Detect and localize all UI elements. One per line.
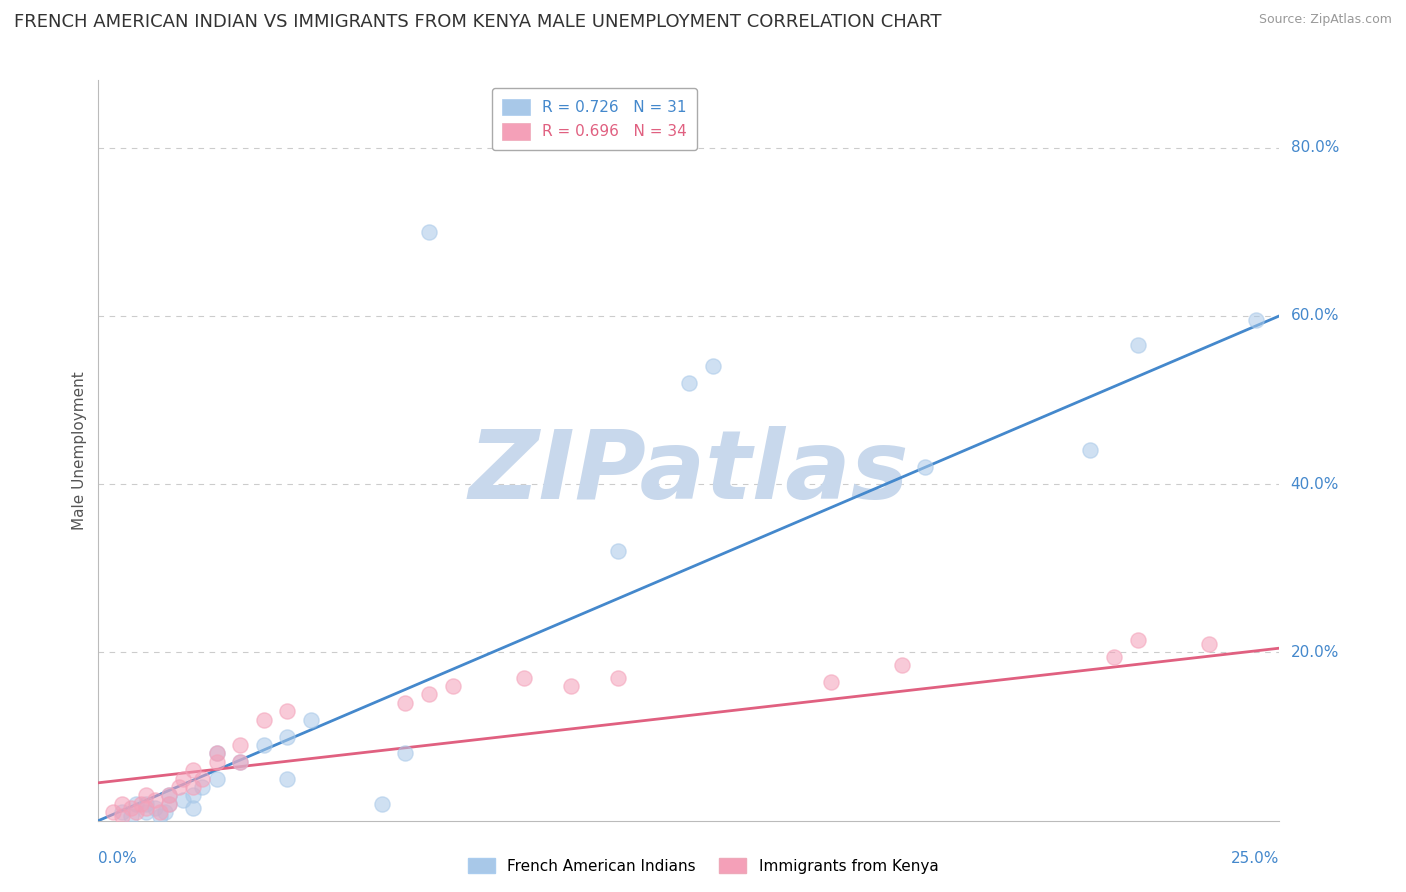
Point [229, 755, 252, 769]
Point [253, 738, 276, 752]
Point [299, 713, 322, 727]
Text: 20.0%: 20.0% [1291, 645, 1339, 660]
Point [607, 671, 630, 685]
Point [191, 780, 214, 794]
Point [143, 792, 166, 806]
Y-axis label: Male Unemployment: Male Unemployment [72, 371, 87, 530]
Point [702, 359, 724, 374]
Point [129, 797, 152, 811]
Point [560, 679, 582, 693]
Point [157, 797, 180, 811]
Point [678, 376, 700, 391]
Text: ZIPatlas: ZIPatlas [468, 426, 910, 519]
Point [820, 674, 842, 689]
Point [1102, 649, 1125, 664]
Point [135, 801, 157, 815]
Point [191, 772, 214, 786]
Point [1080, 443, 1102, 458]
Point [371, 797, 394, 811]
Point [111, 805, 134, 820]
Point [121, 809, 143, 823]
Text: 60.0%: 60.0% [1291, 309, 1339, 323]
Point [153, 805, 176, 820]
Point [418, 225, 440, 239]
Point [229, 738, 252, 752]
Point [135, 805, 157, 820]
Point [181, 780, 204, 794]
Point [125, 805, 148, 820]
Point [512, 671, 534, 685]
Point [1126, 338, 1149, 352]
Point [394, 747, 416, 761]
Point [1244, 313, 1267, 327]
Point [418, 688, 440, 702]
Point [149, 809, 172, 823]
Point [276, 730, 298, 744]
Point [135, 789, 157, 803]
Legend: French American Indians, Immigrants from Kenya: French American Indians, Immigrants from… [461, 852, 945, 880]
Point [143, 801, 166, 815]
Point [172, 772, 194, 786]
Point [914, 460, 936, 475]
Point [276, 772, 298, 786]
Point [205, 755, 228, 769]
Point [441, 679, 464, 693]
Text: 25.0%: 25.0% [1232, 851, 1279, 866]
Point [394, 696, 416, 710]
Point [167, 780, 190, 794]
Point [111, 797, 134, 811]
Point [101, 805, 124, 820]
Point [253, 713, 276, 727]
Text: 40.0%: 40.0% [1291, 476, 1339, 491]
Point [276, 704, 298, 718]
Point [181, 763, 204, 777]
Point [205, 772, 228, 786]
Point [607, 544, 630, 558]
Point [890, 658, 912, 673]
Point [157, 789, 180, 803]
Point [1198, 637, 1220, 651]
Point [135, 797, 157, 811]
Point [1126, 632, 1149, 647]
Point [111, 809, 134, 823]
Text: 80.0%: 80.0% [1291, 140, 1339, 155]
Point [125, 797, 148, 811]
Legend: R = 0.726   N = 31, R = 0.696   N = 34: R = 0.726 N = 31, R = 0.696 N = 34 [492, 88, 697, 150]
Point [157, 797, 180, 811]
Point [172, 792, 194, 806]
Point [149, 805, 172, 820]
Point [157, 789, 180, 803]
Point [205, 747, 228, 761]
Text: Source: ZipAtlas.com: Source: ZipAtlas.com [1258, 13, 1392, 27]
Point [121, 801, 143, 815]
Text: FRENCH AMERICAN INDIAN VS IMMIGRANTS FROM KENYA MALE UNEMPLOYMENT CORRELATION CH: FRENCH AMERICAN INDIAN VS IMMIGRANTS FRO… [14, 13, 942, 31]
Text: 0.0%: 0.0% [98, 851, 138, 866]
Point [205, 747, 228, 761]
Point [229, 755, 252, 769]
Point [181, 789, 204, 803]
Point [181, 801, 204, 815]
